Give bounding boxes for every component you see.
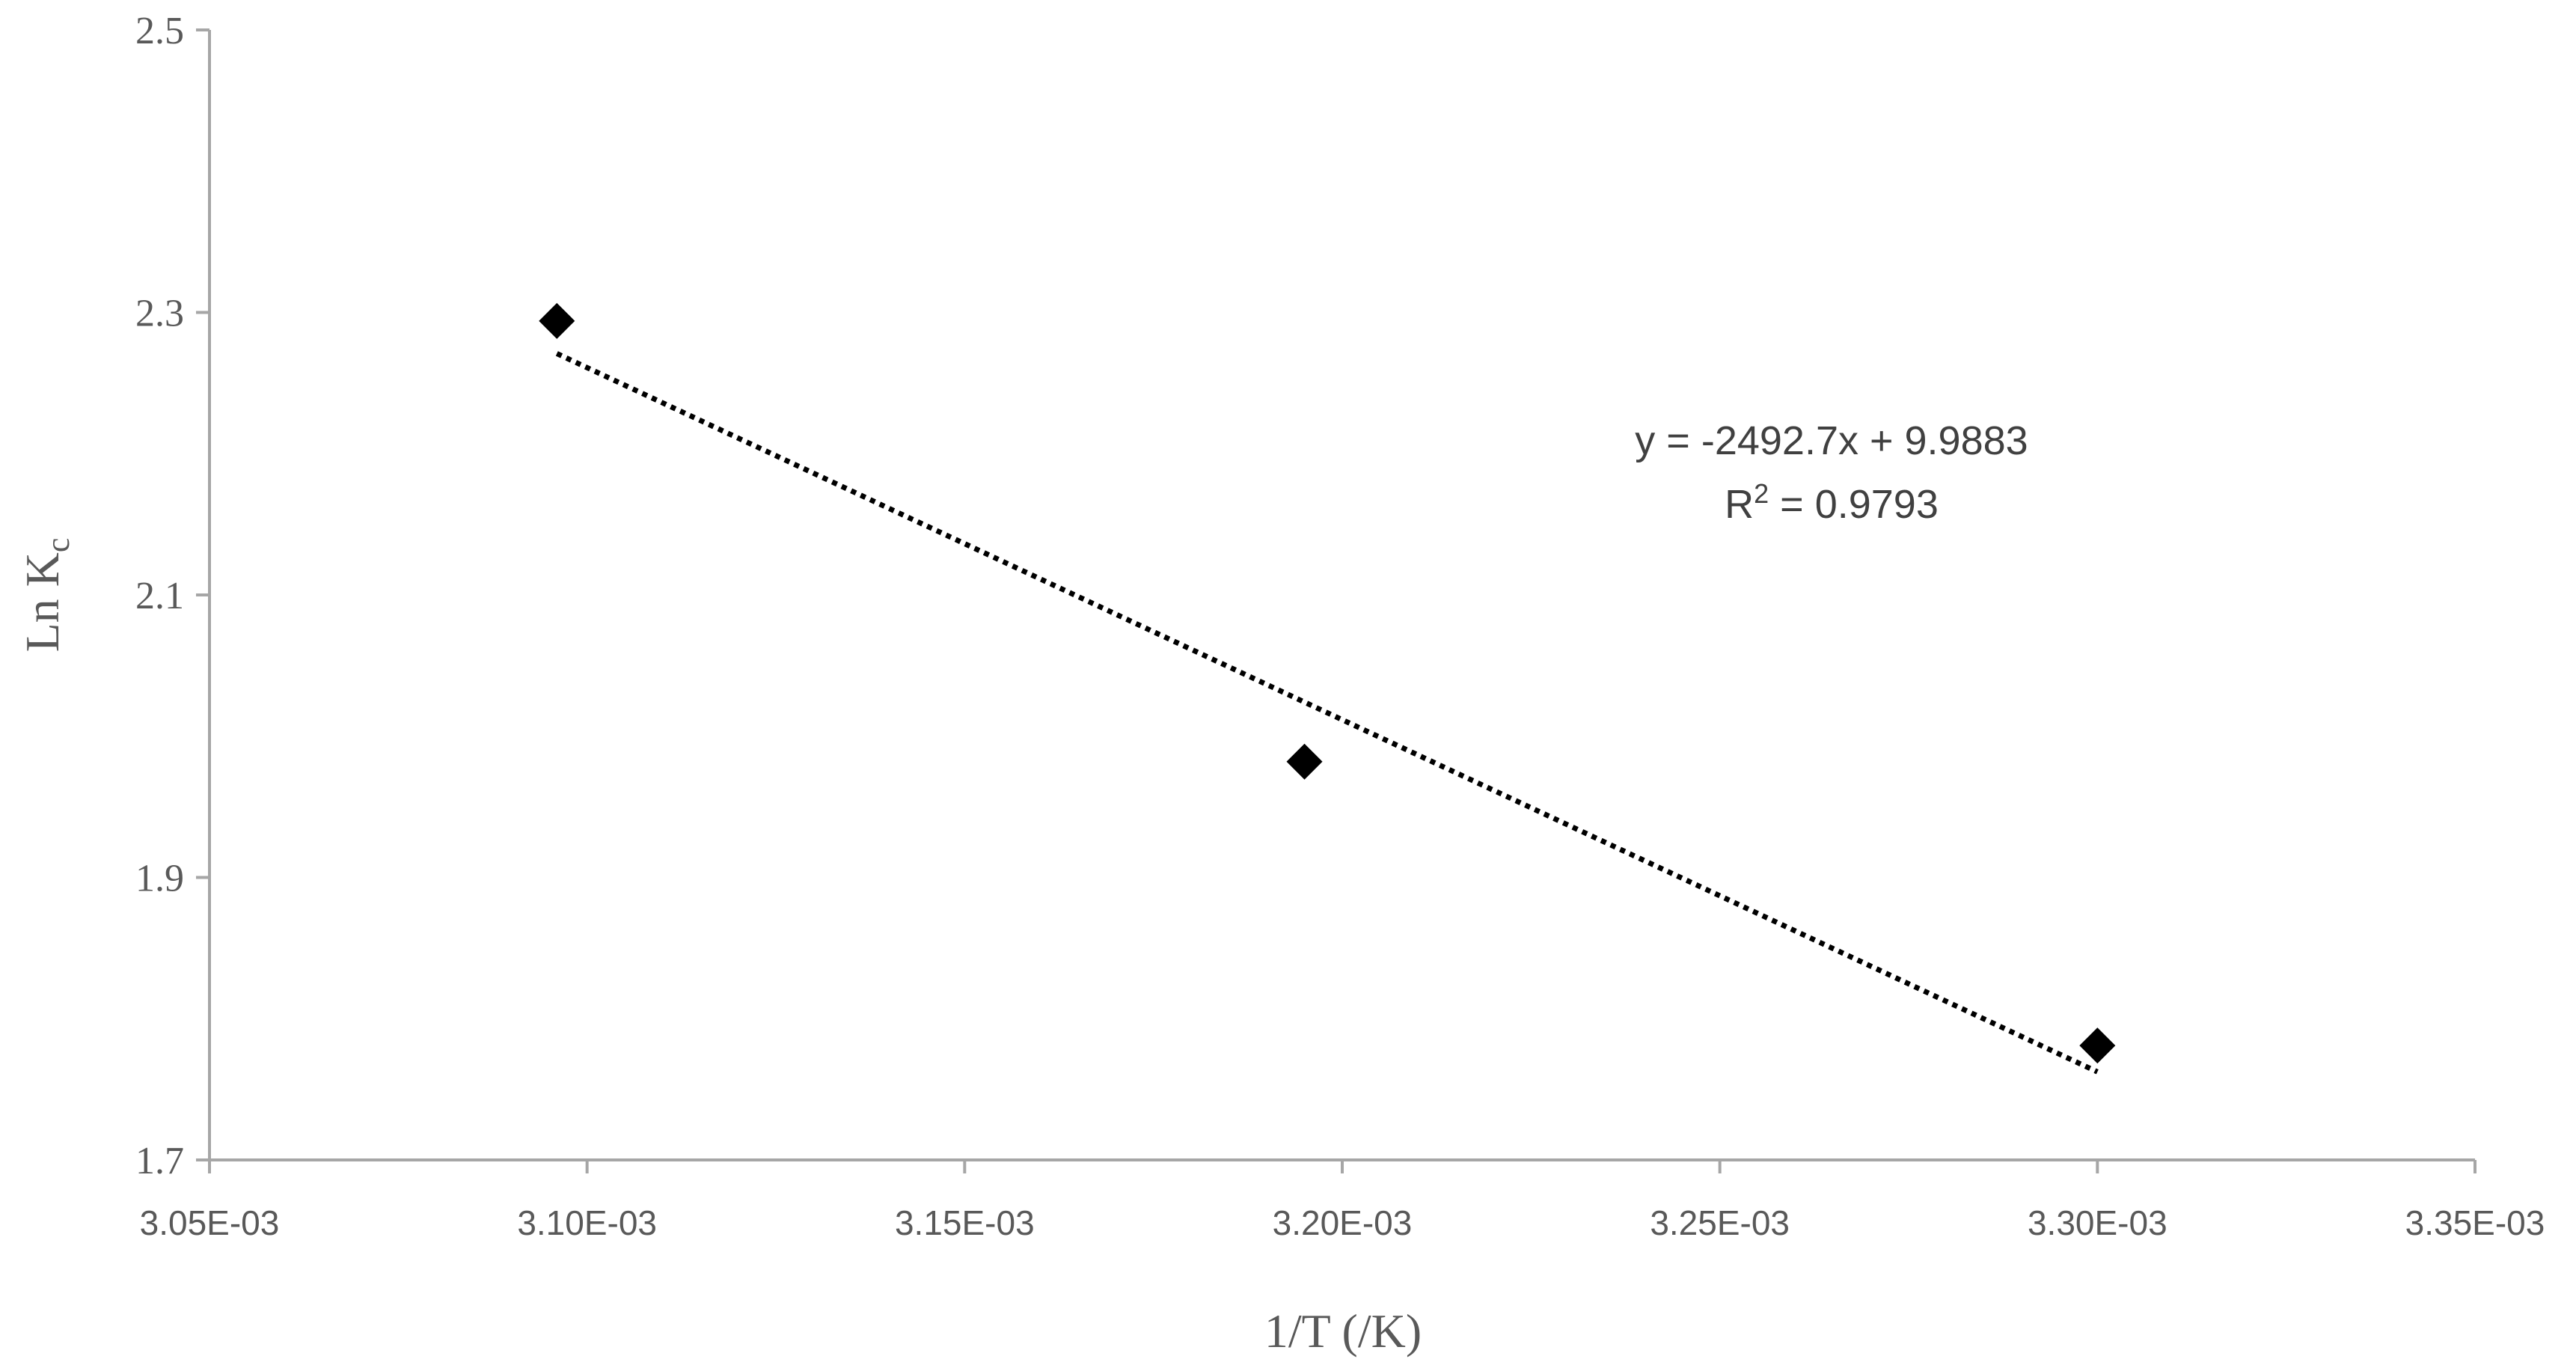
trendline-equation-box: y = -2492.7x + 9.9883 R2 = 0.9793 <box>1635 418 2028 527</box>
x-tick-label: 3.15E-03 <box>895 1203 1035 1242</box>
y-tick-label: 2.1 <box>135 575 184 617</box>
data-point <box>2079 1027 2116 1064</box>
y-tick-label: 2.3 <box>135 293 184 335</box>
y-axis-title: Ln Kc <box>16 538 76 653</box>
x-tick-label: 3.05E-03 <box>140 1203 280 1242</box>
data-points <box>539 302 2116 1064</box>
x-tick-label: 3.20E-03 <box>1273 1203 1413 1242</box>
data-point <box>1286 743 1323 780</box>
y-tick-label: 2.5 <box>135 10 184 52</box>
r-squared-superscript: 2 <box>1754 478 1769 509</box>
x-tick-labels: 3.05E-03 3.10E-03 3.15E-03 3.20E-03 3.25E-03… <box>140 1160 2545 1242</box>
x-axis-title: 1/T (/K) <box>1264 1304 1422 1358</box>
y-axis-title-main: Ln K <box>16 552 69 652</box>
r-squared-label: R2 = 0.9793 <box>1725 478 1939 527</box>
x-tick-label: 3.30E-03 <box>2028 1203 2167 1242</box>
svg-text:Ln Kc: Ln Kc <box>16 538 76 653</box>
x-tick-label: 3.10E-03 <box>517 1203 657 1242</box>
trendline-equation: y = -2492.7x + 9.9883 <box>1635 418 2028 463</box>
r-squared-r: R <box>1725 482 1754 527</box>
x-tick-label: 3.35E-03 <box>2405 1203 2545 1242</box>
x-tick-label: 3.25E-03 <box>1650 1203 1790 1242</box>
trendline <box>555 351 2099 1075</box>
y-axis-title-subscript: c <box>40 538 76 553</box>
r-squared-value: = 0.9793 <box>1769 482 1939 527</box>
y-tick-label: 1.7 <box>135 1140 184 1182</box>
data-point <box>539 302 575 339</box>
y-tick-label: 1.9 <box>135 858 184 900</box>
trendline-path <box>555 351 2099 1075</box>
y-tick-labels: 1.7 1.9 2.1 2.3 2.5 <box>135 10 209 1182</box>
